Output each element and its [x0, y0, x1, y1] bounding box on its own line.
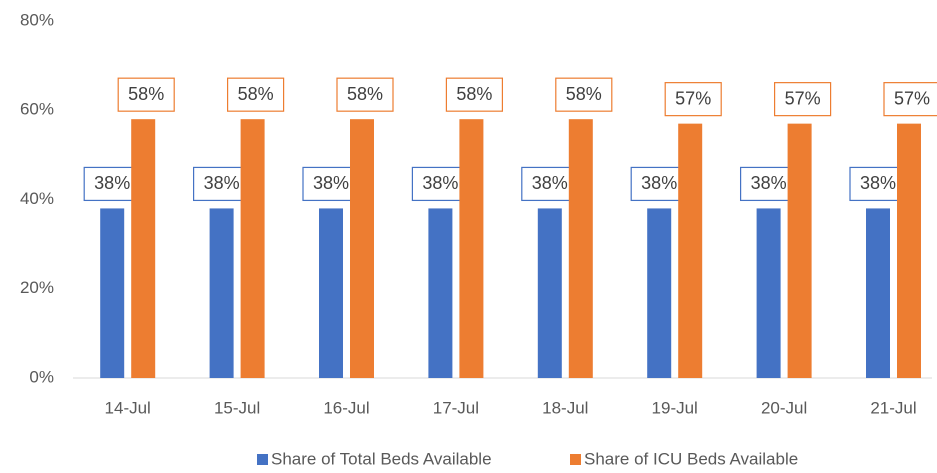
x-tick-label: 17-Jul	[433, 398, 479, 417]
legend-label: Share of Total Beds Available	[271, 449, 492, 468]
data-label: 38%	[204, 173, 240, 193]
legend-swatch	[570, 454, 581, 465]
data-label-box	[739, 166, 798, 202]
x-tick-label: 18-Jul	[542, 398, 588, 417]
data-label: 58%	[566, 84, 602, 104]
data-label-box	[664, 82, 722, 117]
legend-swatch	[257, 454, 268, 465]
data-label-box	[336, 77, 394, 112]
bar	[647, 208, 672, 378]
data-label: 38%	[860, 173, 896, 193]
y-tick-label: 60%	[20, 100, 54, 119]
bar	[459, 119, 484, 379]
bar	[240, 119, 265, 379]
data-label: 58%	[238, 84, 274, 104]
bar	[131, 119, 156, 379]
data-label: 38%	[313, 173, 349, 193]
data-label: 58%	[128, 84, 164, 104]
data-label-box	[521, 166, 579, 202]
data-label: 38%	[94, 173, 130, 193]
x-tick-label: 20-Jul	[761, 398, 807, 417]
y-tick-label: 80%	[20, 10, 54, 29]
data-label-box	[883, 82, 937, 117]
data-label-box	[849, 166, 907, 202]
bar	[568, 119, 593, 379]
data-label: 57%	[894, 88, 930, 108]
legend-label: Share of ICU Beds Available	[584, 449, 798, 468]
bar	[787, 123, 812, 378]
data-label-box	[555, 77, 613, 112]
data-label-box	[117, 77, 175, 112]
data-label: 58%	[456, 84, 492, 104]
data-label: 57%	[675, 88, 711, 108]
x-tick-label: 15-Jul	[214, 398, 260, 417]
y-tick-label: 40%	[20, 189, 54, 208]
data-label-box	[773, 82, 832, 117]
x-tick-label: 21-Jul	[870, 398, 916, 417]
bar	[756, 208, 781, 378]
data-label: 38%	[422, 173, 458, 193]
data-label-box	[630, 166, 688, 202]
x-tick-label: 16-Jul	[323, 398, 369, 417]
y-tick-label: 0%	[29, 367, 54, 386]
data-label-box	[445, 77, 503, 112]
bar	[866, 208, 890, 378]
bar	[350, 119, 374, 379]
data-label: 58%	[347, 84, 383, 104]
bar	[209, 208, 234, 378]
data-label: 38%	[751, 173, 787, 193]
data-label: 38%	[532, 173, 568, 193]
bar	[319, 208, 343, 378]
bar	[897, 123, 921, 378]
x-tick-label: 14-Jul	[105, 398, 151, 417]
data-label: 57%	[785, 88, 821, 108]
data-label-box	[227, 77, 285, 112]
data-label-box	[193, 166, 251, 202]
bar	[100, 208, 125, 378]
data-label: 38%	[641, 173, 677, 193]
y-tick-label: 20%	[20, 278, 54, 297]
bar	[537, 208, 562, 378]
bar	[678, 123, 703, 378]
bar	[428, 208, 453, 378]
x-tick-label: 19-Jul	[652, 398, 698, 417]
